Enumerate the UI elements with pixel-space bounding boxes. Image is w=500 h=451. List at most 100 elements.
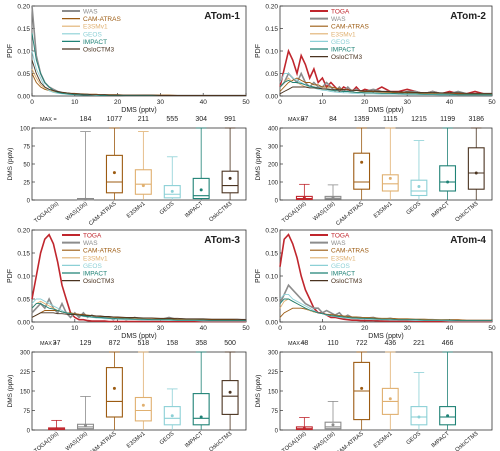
legend-label: E3SMv1 <box>331 255 356 262</box>
box-iqr <box>221 380 239 415</box>
box-iqr <box>324 421 342 430</box>
box-iqr <box>410 406 428 426</box>
x-tick-label: 30 <box>404 325 412 332</box>
box-y-tick-label: 75 <box>271 409 278 415</box>
y-tick-label: 0.15 <box>17 251 30 258</box>
box-iqr <box>353 152 371 190</box>
box-y-tick-label: 50 <box>23 163 30 169</box>
max-value: 110 <box>327 340 338 347</box>
x-axis-label: DMS (pptv) <box>121 333 156 340</box>
legend-label: IMPACT <box>83 39 107 46</box>
box-y-axis-label: DMS (pptv) <box>7 375 14 408</box>
box-category-label: IMPACT <box>431 201 452 220</box>
box-y-tick-label: 100 <box>20 127 31 133</box>
max-value: 84 <box>329 116 337 123</box>
max-label: MAX = <box>40 117 57 123</box>
box-mean-marker <box>199 188 203 192</box>
y-axis-label: PDF <box>7 44 14 58</box>
box-mean-marker <box>331 423 335 427</box>
box-iqr <box>134 396 152 422</box>
y-tick-label: 0.10 <box>17 49 30 56</box>
series-line-toga <box>279 233 492 323</box>
box-mean-marker <box>302 196 306 200</box>
box-y-tick-label: 200 <box>268 163 279 169</box>
panel-title: ATom-1 <box>204 11 240 22</box>
box-mean-marker <box>141 184 145 188</box>
y-tick-label: 0.05 <box>17 71 30 78</box>
x-tick-label: 10 <box>319 99 327 106</box>
max-value: 1199 <box>440 116 455 123</box>
x-tick-label: 0 <box>30 99 34 106</box>
legend-label: TOGA <box>83 233 102 240</box>
box-iqr <box>163 406 181 426</box>
box-iqr <box>221 170 239 194</box>
box-frame <box>31 351 247 431</box>
box-iqr <box>467 147 485 190</box>
legend-label: WAS <box>83 9 98 16</box>
max-value: 991 <box>224 116 236 123</box>
legend-label: GEOS <box>331 39 350 46</box>
box-category-label: WAS(10s) <box>312 201 336 222</box>
x-tick-label: 10 <box>319 325 327 332</box>
x-tick-label: 20 <box>361 325 369 332</box>
y-tick-label: 0.15 <box>17 26 30 33</box>
max-value: 184 <box>80 116 92 123</box>
x-tick-label: 0 <box>278 325 282 332</box>
max-value: 1077 <box>107 116 123 123</box>
box-iqr <box>105 154 123 194</box>
series-line-osloctm3 <box>31 59 246 96</box>
y-tick-label: 0.00 <box>265 320 278 327</box>
legend-label: IMPACT <box>331 271 355 278</box>
legend-label: WAS <box>331 16 346 23</box>
x-tick-label: 40 <box>200 325 208 332</box>
x-tick-label: 50 <box>488 325 496 332</box>
x-tick-label: 40 <box>200 99 208 106</box>
legend-label: E3SMv1 <box>83 24 108 31</box>
x-tick-label: 0 <box>30 325 34 332</box>
x-tick-label: 30 <box>157 99 165 106</box>
box-y-axis-label: DMS (pptv) <box>7 148 14 181</box>
legend-label: TOGA <box>331 233 350 240</box>
box-mean-marker <box>84 197 87 201</box>
box-y-tick-label: 225 <box>20 370 31 376</box>
max-value: 129 <box>80 340 92 347</box>
legend-label: CAM-ATRAS <box>331 24 369 31</box>
max-label: MAX = <box>40 341 57 347</box>
box-iqr <box>105 367 123 418</box>
max-value: 358 <box>195 340 207 347</box>
box-mean-marker <box>417 415 421 419</box>
box-y-tick-label: 150 <box>268 390 279 396</box>
y-tick-label: 0.20 <box>17 228 30 235</box>
box-mean-marker <box>360 386 364 390</box>
y-tick-label: 0.20 <box>265 4 278 11</box>
box-y-tick-label: 0 <box>27 429 31 435</box>
box-category-label: CAM-ATRAS <box>88 201 118 227</box>
legend-label: OsloCTM3 <box>83 47 114 54</box>
legend-label: GEOS <box>83 31 102 38</box>
y-tick-label: 0.10 <box>17 274 30 281</box>
box-y-tick-label: 300 <box>268 145 279 151</box>
y-tick-label: 0.20 <box>265 228 278 235</box>
box-category-label: E3SMv1 <box>373 201 394 220</box>
box-category-label: E3SMv1 <box>126 431 147 450</box>
box-y-tick-label: 0 <box>275 429 279 435</box>
box-y-tick-label: 0 <box>275 199 279 205</box>
box-category-label: OsloCTM3 <box>454 431 479 451</box>
box-mean-marker <box>417 185 421 188</box>
y-axis-label: PDF <box>255 269 262 283</box>
panel-title: ATom-3 <box>204 235 240 246</box>
max-value: 3186 <box>468 116 484 123</box>
x-axis-label: DMS (pptv) <box>368 107 403 114</box>
box-category-label: TOGA(10s) <box>33 201 60 225</box>
box-category-label: GEOS <box>406 431 423 446</box>
legend-label: OsloCTM3 <box>331 278 362 285</box>
box-category-label: GEOS <box>406 201 423 216</box>
box-category-label: OsloCTM3 <box>208 431 233 451</box>
max-value: 872 <box>109 340 121 347</box>
box-iqr <box>439 406 457 426</box>
y-tick-label: 0.05 <box>265 297 278 304</box>
max-value: 1215 <box>411 116 427 123</box>
series-line-impact <box>279 298 492 322</box>
box-y-tick-label: 0 <box>27 199 31 205</box>
